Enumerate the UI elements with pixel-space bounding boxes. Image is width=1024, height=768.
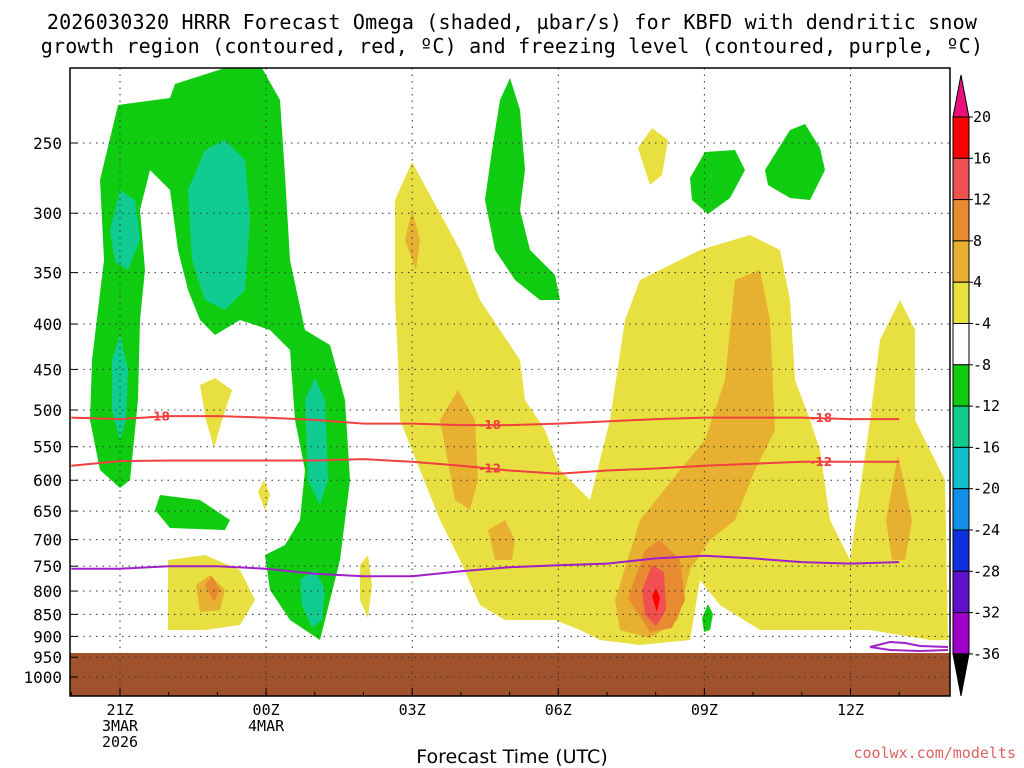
colorbar-segment bbox=[952, 405, 970, 448]
omega-region-green-3 bbox=[485, 78, 560, 300]
x-tick-label: 06Z bbox=[545, 701, 572, 719]
colorbar-segment bbox=[952, 446, 970, 490]
contour-dendritic-minus18 bbox=[71, 415, 900, 427]
omega-region-gold-3 bbox=[488, 520, 515, 560]
omega-region-gold-2 bbox=[440, 390, 478, 510]
colorbar-label: 12 bbox=[973, 191, 991, 209]
y-tick-label: 800 bbox=[33, 582, 62, 601]
colorbar-label: -4 bbox=[973, 315, 991, 333]
omega-region-yellow-3 bbox=[200, 378, 232, 448]
y-tick-label: 250 bbox=[33, 134, 62, 153]
colorbar-segment bbox=[952, 240, 970, 283]
omega-region-green-2 bbox=[155, 495, 230, 530]
colorbar-label: -28 bbox=[973, 562, 1000, 580]
colorbar-label: -12 bbox=[973, 397, 1000, 415]
x-tick-label: 3MAR bbox=[102, 717, 139, 735]
omega-region-green-4 bbox=[690, 150, 745, 214]
y-tick-label: 700 bbox=[33, 531, 62, 550]
contour-label: -12 bbox=[810, 455, 832, 469]
chart-title-line2: growth region (contoured, red, ºC) and f… bbox=[40, 34, 984, 58]
y-tick-label: 600 bbox=[33, 471, 62, 490]
omega-region-gold-1 bbox=[405, 210, 420, 270]
contours bbox=[71, 415, 900, 578]
colorbar: 20 16 12 8 4 -4 -8 -12 -16 -20 -24 -28 -32 -36 bbox=[952, 74, 1000, 696]
credit-link[interactable]: coolwx.com/modelts bbox=[853, 744, 1016, 762]
colorbar-label: 16 bbox=[973, 149, 991, 167]
y-tick-label: 500 bbox=[33, 401, 62, 420]
colorbar-label: -32 bbox=[973, 604, 1000, 622]
colorbar-segment bbox=[952, 323, 970, 366]
contour-label: -18 bbox=[810, 411, 832, 425]
colorbar-segment bbox=[952, 116, 970, 159]
colorbar-top-arrow bbox=[952, 74, 970, 118]
ground-terrain bbox=[70, 653, 950, 696]
y-tick-label: 850 bbox=[33, 605, 62, 624]
colorbar-segment bbox=[952, 157, 970, 201]
y-tick-label: 1000 bbox=[23, 668, 62, 687]
y-tick-label: 550 bbox=[33, 438, 62, 457]
omega-region-green-5 bbox=[765, 124, 825, 200]
y-tick-label: 400 bbox=[33, 315, 62, 334]
y-tick-label: 900 bbox=[33, 627, 62, 646]
contour-labels: -18 -18 -18 -12 -12 bbox=[148, 410, 832, 476]
y-axis: 250 300 350 400 450 500 550 600 650 700 750 800 850 9… bbox=[23, 134, 78, 687]
omega-region-yellow-5 bbox=[360, 555, 372, 618]
colorbar-label: -20 bbox=[973, 480, 1000, 498]
colorbar-bottom-arrow bbox=[952, 653, 970, 696]
omega-region-red-2 bbox=[652, 588, 660, 612]
colorbar-segment bbox=[952, 281, 970, 325]
colorbar-label: -16 bbox=[973, 438, 1000, 456]
colorbar-label: -8 bbox=[973, 356, 991, 374]
x-tick-label: 03Z bbox=[399, 701, 426, 719]
colorbar-segment bbox=[952, 199, 970, 242]
chart-title-line1: 2026030320 HRRR Forecast Omega (shaded, … bbox=[46, 10, 978, 34]
omega-region-green-1 bbox=[90, 68, 350, 640]
colorbar-label: 4 bbox=[973, 273, 982, 291]
omega-region-teal-2 bbox=[110, 190, 140, 270]
x-tick-label: 00Z bbox=[253, 701, 280, 719]
contour-label: -18 bbox=[479, 418, 501, 432]
y-tick-label: 750 bbox=[33, 557, 62, 576]
y-tick-label: 350 bbox=[33, 264, 62, 283]
omega-shading bbox=[70, 68, 950, 696]
y-tick-label: 450 bbox=[33, 360, 62, 379]
omega-region-yellow-6 bbox=[638, 128, 668, 185]
y-tick-label: 650 bbox=[33, 502, 62, 521]
omega-region-teal-1 bbox=[188, 140, 250, 310]
y-tick-label: 300 bbox=[33, 204, 62, 223]
y-tick-label: 950 bbox=[33, 648, 62, 667]
contour-freezing-level-0 bbox=[71, 554, 900, 578]
colorbar-label: 20 bbox=[973, 108, 991, 126]
freezing-level-loop bbox=[869, 640, 949, 653]
colorbar-segment bbox=[952, 612, 970, 655]
x-tick-label: 21Z bbox=[106, 701, 133, 719]
contour-dendritic-minus12 bbox=[71, 458, 900, 475]
omega-region-yellow-4 bbox=[258, 480, 270, 510]
colorbar-label: -36 bbox=[973, 645, 1000, 663]
contour-label: -18 bbox=[148, 410, 170, 424]
x-tick-label: 4MAR bbox=[248, 717, 285, 735]
x-axis-label: Forecast Time (UTC) bbox=[416, 746, 608, 768]
colorbar-segment bbox=[952, 364, 970, 407]
omega-region-yellow-1 bbox=[395, 162, 948, 645]
colorbar-segment bbox=[952, 529, 970, 572]
omega-region-orange-2 bbox=[205, 576, 220, 602]
x-tick-label: 12Z bbox=[837, 701, 864, 719]
x-tick-label: 2026 bbox=[102, 733, 138, 751]
colorbar-label: 8 bbox=[973, 232, 982, 250]
omega-region-green-6 bbox=[702, 604, 713, 632]
omega-region-teal-5 bbox=[300, 570, 325, 628]
contour-label: -12 bbox=[479, 462, 501, 476]
x-tick-label: 09Z bbox=[691, 701, 718, 719]
colorbar-segment bbox=[952, 570, 970, 614]
colorbar-segment bbox=[952, 488, 970, 531]
omega-region-gold-5 bbox=[886, 455, 912, 560]
grid bbox=[70, 68, 950, 696]
colorbar-label: -24 bbox=[973, 521, 1000, 539]
